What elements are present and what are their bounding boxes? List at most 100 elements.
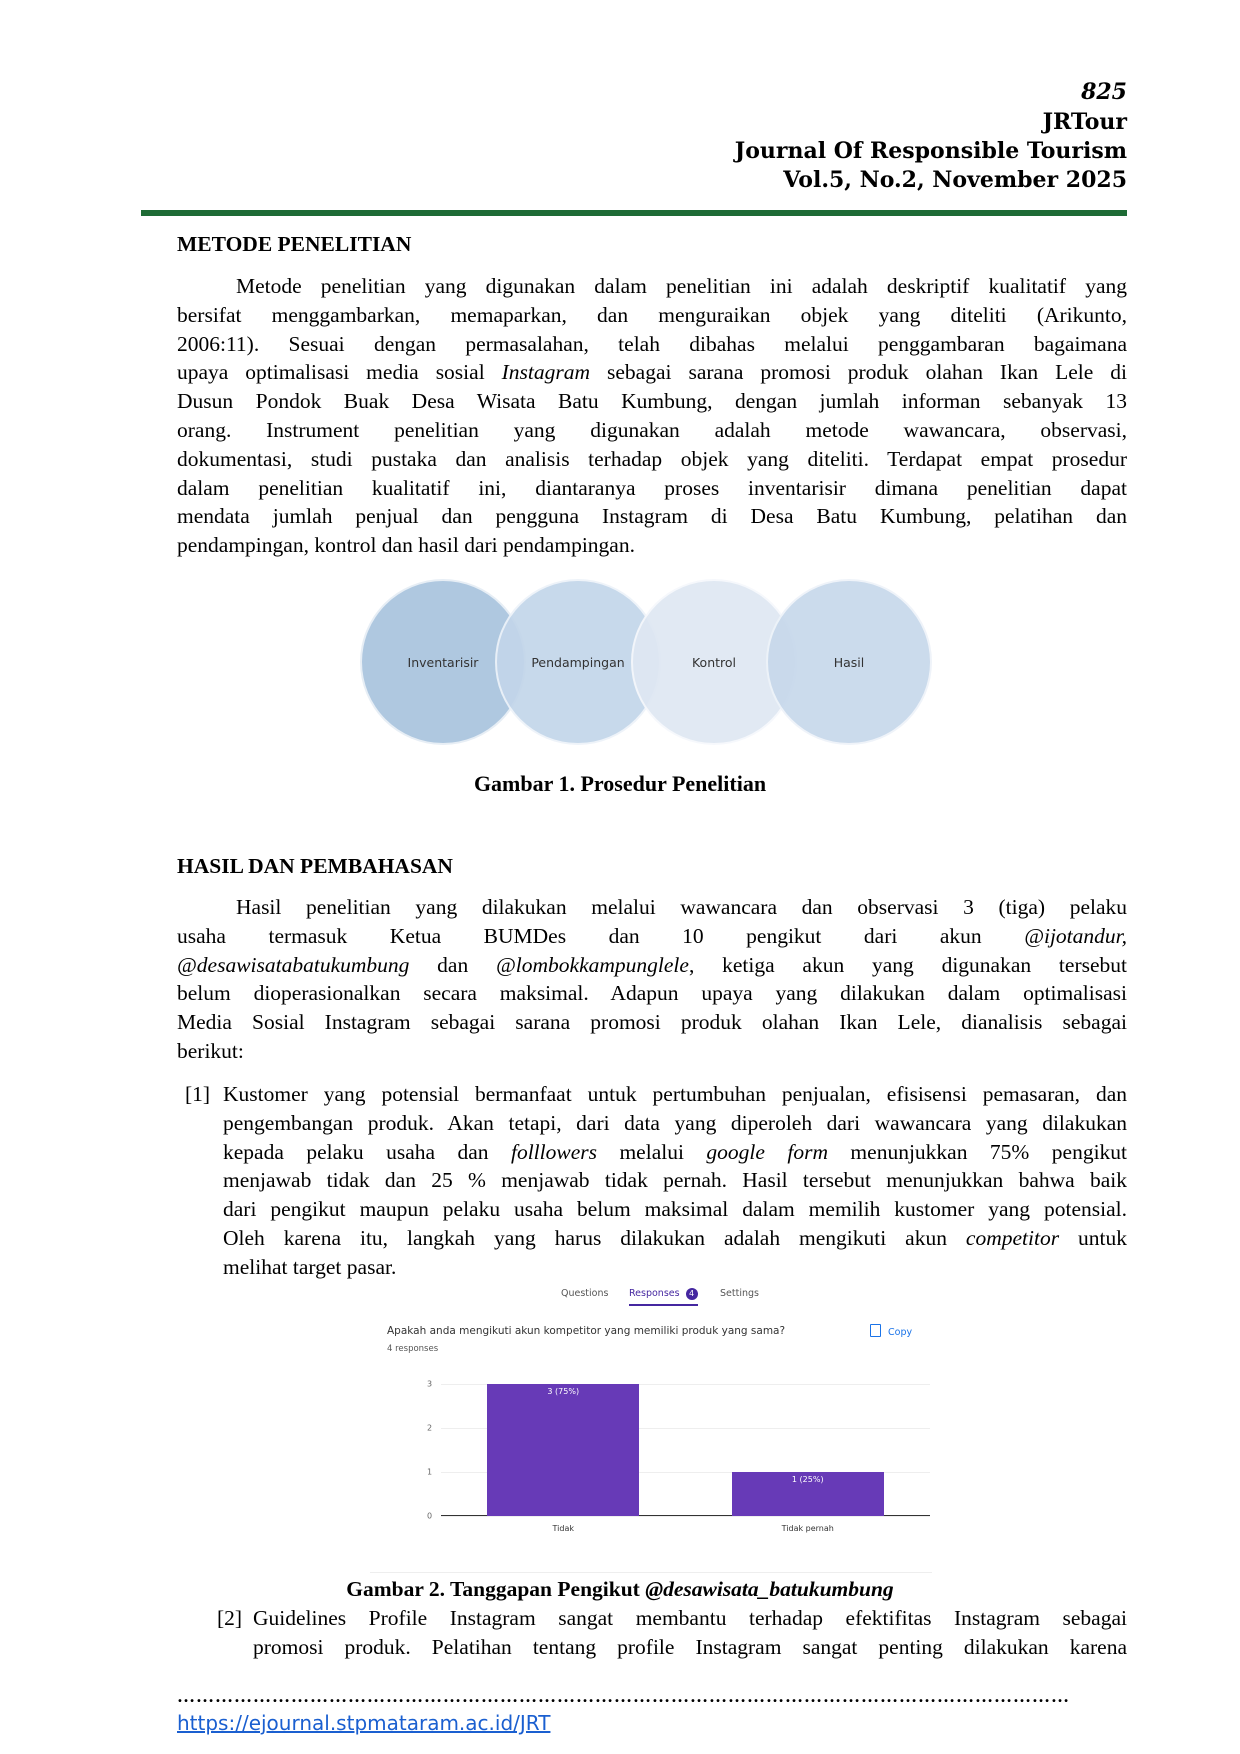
bar-tidak: 3 (75%) bbox=[487, 1384, 640, 1516]
text-segment: Dusun Pondok Buak Desa Wisata Batu Kumbu… bbox=[177, 389, 1127, 414]
text-line: pengembangan produk. Akan tetapi, dari d… bbox=[223, 1109, 1127, 1138]
x-axis bbox=[441, 1514, 930, 1516]
text-line: kepada pelaku usaha dan folllowers melal… bbox=[223, 1138, 1127, 1167]
bar-chart: 0 1 2 3 3 (75%) Tidak 1 (25%) Tidak pernah bbox=[427, 1380, 930, 1533]
figure2-caption-prefix: Gambar 2. Tanggapan Pengikut bbox=[346, 1577, 646, 1601]
text-segment: sebagai sarana promosi produk olahan Ika… bbox=[590, 360, 1127, 385]
copy-button[interactable]: Copy bbox=[870, 1324, 912, 1338]
bar-tidak-pernah: 1 (25%) bbox=[731, 1472, 884, 1516]
section-heading-hasil: HASIL DAN PEMBAHASAN bbox=[177, 854, 453, 878]
italic-text: folllowers bbox=[510, 1139, 597, 1164]
text-line: promosi produk. Pelatihan tentang profil… bbox=[253, 1633, 1127, 1662]
x-tick-label: Tidak bbox=[552, 1524, 574, 1533]
responses-count: 4 responses bbox=[387, 1344, 439, 1354]
y-tick-label: 1 bbox=[427, 1467, 433, 1477]
text-segment: dokumentasi, studi pustaka dan analisis … bbox=[177, 446, 1127, 471]
list-item-2: Guidelines Profile Instagram sangat memb… bbox=[253, 1604, 1127, 1662]
text-line: 2006:11). Sesuai dengan permasalahan, te… bbox=[177, 330, 1127, 359]
figure2-caption: Gambar 2. Tanggapan Pengikut @desawisata… bbox=[0, 1575, 1240, 1603]
text-line: belum dioperasionalkan secara maksimal. … bbox=[177, 979, 1127, 1008]
list-marker-2: [2] bbox=[217, 1606, 243, 1630]
text-line: melihat target pasar. bbox=[223, 1253, 1127, 1282]
text-line: usaha termasuk Ketua BUMDes dan 10 pengi… bbox=[177, 922, 1127, 951]
text-line: Metode penelitian yang digunakan dalam p… bbox=[177, 272, 1127, 301]
italic-text: @desawisatabatukumbung bbox=[177, 952, 410, 977]
text-segment: promosi produk. Pelatihan tentang profil… bbox=[253, 1634, 1127, 1659]
text-segment: menjawab tidak dan 25 % menjawab tidak p… bbox=[223, 1168, 1127, 1193]
italic-text: Instagram bbox=[501, 360, 591, 385]
italic-text: @ijotandur, bbox=[1024, 923, 1127, 948]
header-rule bbox=[141, 210, 1127, 216]
text-line: dari pengikut maupun pelaku usaha belum … bbox=[223, 1195, 1127, 1224]
tab-responses-label: Responses bbox=[629, 1288, 680, 1299]
text-segment: usaha termasuk Ketua BUMDes dan 10 pengi… bbox=[177, 923, 1025, 948]
text-segment: Media Sosial Instagram sebagai sarana pr… bbox=[177, 1010, 1127, 1035]
tab-responses[interactable]: Responses 4 bbox=[629, 1288, 698, 1306]
text-line: @desawisatabatukumbung dan @lombokkampun… bbox=[177, 951, 1127, 980]
copy-label: Copy bbox=[888, 1327, 913, 1338]
text-segment: belum dioperasionalkan secara maksimal. … bbox=[177, 981, 1127, 1006]
text-line: menjawab tidak dan 25 % menjawab tidak p… bbox=[223, 1166, 1127, 1195]
text-segment: melihat target pasar. bbox=[223, 1254, 397, 1279]
text-segment: menunjukkan 75% pengikut bbox=[827, 1139, 1128, 1164]
text-line: Kustomer yang potensial bermanfaat untuk… bbox=[223, 1080, 1127, 1109]
page-number: 825 bbox=[1081, 79, 1127, 105]
figure2-caption-account: @desawisata_batukumbung bbox=[645, 1577, 894, 1601]
text-segment: Kustomer yang potensial bermanfaat untuk… bbox=[223, 1082, 1127, 1106]
text-segment: upaya optimalisasi media sosial bbox=[177, 360, 502, 385]
section-heading-metode: METODE PENELITIAN bbox=[177, 232, 412, 256]
text-line: Oleh karena itu, langkah yang harus dila… bbox=[223, 1224, 1127, 1253]
text-line: dalam penelitian kualitatif ini, diantar… bbox=[177, 474, 1127, 503]
google-forms-response-screenshot: Questions Responses 4 Settings Apakah and… bbox=[370, 1280, 932, 1573]
text-line: pendampingan, kontrol dan hasil dari pen… bbox=[177, 531, 1127, 560]
text-segment: berikut: bbox=[177, 1038, 244, 1063]
text-segment: Hasil penelitian yang dilakukan melalui … bbox=[236, 895, 1127, 919]
text-line: Dusun Pondok Buak Desa Wisata Batu Kumbu… bbox=[177, 387, 1127, 416]
italic-text: competitor bbox=[965, 1225, 1060, 1250]
x-tick-label: Tidak pernah bbox=[781, 1524, 834, 1533]
y-tick-label: 0 bbox=[427, 1511, 433, 1521]
text-segment: orang. Instrument penelitian yang diguna… bbox=[177, 417, 1127, 442]
text-line: berikut: bbox=[177, 1037, 1127, 1066]
text-line: Guidelines Profile Instagram sangat memb… bbox=[253, 1604, 1127, 1633]
procedure-step-label: Pendampingan bbox=[531, 654, 625, 670]
list-marker-1: [1] bbox=[185, 1082, 211, 1106]
text-line: orang. Instrument penelitian yang diguna… bbox=[177, 416, 1127, 445]
text-line: bersifat menggambarkan, memaparkan, dan … bbox=[177, 301, 1127, 330]
y-tick-label: 2 bbox=[427, 1423, 433, 1433]
tab-questions[interactable]: Questions bbox=[561, 1288, 609, 1299]
text-line: Hasil penelitian yang dilakukan melalui … bbox=[177, 893, 1127, 922]
responses-count-badge: 4 bbox=[685, 1288, 698, 1300]
journal-name: Journal Of Responsible Tourism bbox=[734, 138, 1127, 164]
text-segment: dalam penelitian kualitatif ini, diantar… bbox=[177, 475, 1127, 500]
gridline bbox=[441, 1428, 930, 1429]
copy-icon bbox=[870, 1324, 881, 1337]
text-segment: 2006:11). Sesuai dengan permasalahan, te… bbox=[177, 331, 1127, 356]
gridline bbox=[441, 1516, 930, 1517]
text-segment: kepada pelaku usaha dan bbox=[223, 1139, 511, 1164]
journal-volume: Vol.5, No.2, November 2025 bbox=[783, 167, 1127, 193]
procedure-step-label: Hasil bbox=[833, 654, 865, 670]
gridline bbox=[441, 1472, 930, 1473]
italic-text: google form bbox=[706, 1139, 828, 1164]
procedure-diagram: Inventarisir Pendampingan Kontrol Hasil bbox=[360, 575, 950, 755]
text-segment: mendata jumlah penjual dan pengguna Inst… bbox=[177, 504, 1127, 529]
text-segment: , ketiga akun yang digunakan tersebut bbox=[688, 952, 1127, 977]
text-line: Media Sosial Instagram sebagai sarana pr… bbox=[177, 1008, 1127, 1037]
gridline bbox=[441, 1384, 930, 1385]
journal-short-name: JRTour bbox=[1042, 109, 1127, 135]
text-segment: Metode penelitian yang digunakan dalam p… bbox=[236, 274, 1127, 298]
text-segment: Guidelines Profile Instagram sangat memb… bbox=[253, 1606, 1127, 1630]
procedure-step-label: Kontrol bbox=[691, 654, 737, 670]
figure1-caption: Gambar 1. Prosedur Penelitian bbox=[473, 771, 767, 796]
footer-dotted-rule: …………………………………………………………………………………………………………… bbox=[177, 1686, 1070, 1706]
procedure-step-hasil: Hasil bbox=[766, 579, 932, 745]
list-item-1: Kustomer yang potensial bermanfaat untuk… bbox=[223, 1080, 1127, 1282]
journal-url-link[interactable]: https://ejournal.stpmataram.ac.id/JRT bbox=[177, 1711, 551, 1735]
bar-data-label: 1 (25%) bbox=[791, 1475, 824, 1484]
question-text: Apakah anda mengikuti akun kompetitor ya… bbox=[387, 1325, 786, 1337]
text-segment: dari pengikut maupun pelaku usaha belum … bbox=[223, 1197, 1127, 1222]
text-segment: melalui bbox=[597, 1139, 707, 1164]
paragraph-metode: Metode penelitian yang digunakan dalam p… bbox=[177, 272, 1127, 560]
tab-settings[interactable]: Settings bbox=[720, 1288, 759, 1299]
